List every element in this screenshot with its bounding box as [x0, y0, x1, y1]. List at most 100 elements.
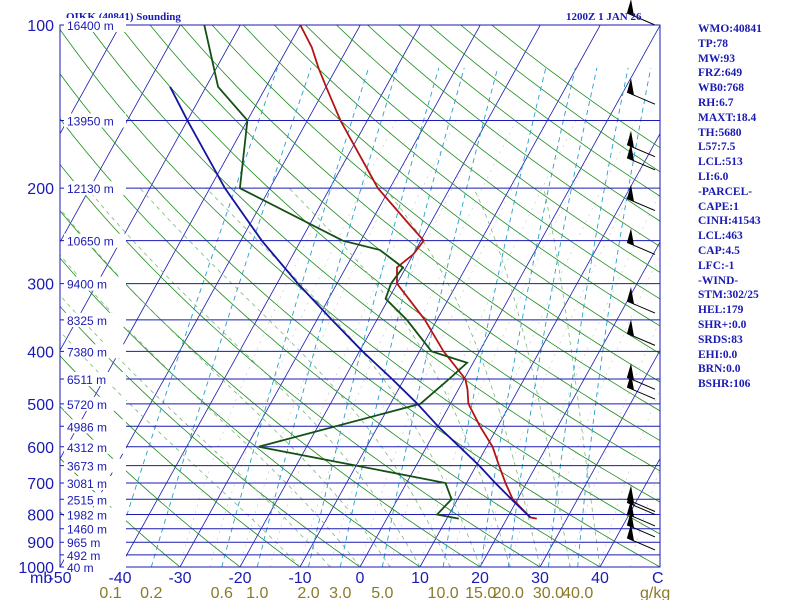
- mixing-ratio-line: [577, 67, 652, 567]
- height-label: 12130 m: [67, 182, 114, 196]
- height-label: 13950 m: [67, 114, 114, 128]
- height-label-bg: [64, 560, 126, 574]
- wind-barb-flag: [627, 499, 634, 517]
- wind-barb-flag: [627, 373, 634, 391]
- pressure-tick-label: 1000: [18, 560, 54, 577]
- height-label: 4312 m: [67, 441, 107, 455]
- mixing-ratio-unit: g/kg: [640, 585, 670, 600]
- height-label: 3673 m: [67, 460, 107, 474]
- mixing-ratio-line: [507, 67, 598, 567]
- wind-barb-flag: [627, 184, 634, 202]
- parcel-trace: [169, 86, 531, 519]
- height-label-bg: [64, 233, 126, 248]
- mixing-ratio-line: [339, 67, 465, 567]
- sounding-index-item: HEL:179: [698, 304, 744, 317]
- height-label-bg: [64, 18, 126, 32]
- temperature-tick-label: -20: [228, 570, 251, 587]
- sounding-index-item: TP:78: [698, 37, 729, 50]
- height-label-bg: [64, 521, 126, 536]
- height-labels: 16400 m 13950 m 12130 m 10650 m 9400 m 8325 m…: [64, 18, 126, 575]
- height-label: 4986 m: [67, 420, 107, 434]
- dry-adiabat-line: [87, 25, 660, 503]
- mixing-ratio-line: [221, 67, 370, 567]
- mixing-ratio-tick-label: 0.2: [140, 585, 162, 600]
- sounding-index-item: WMO:40841: [698, 23, 762, 35]
- height-label-bg: [64, 547, 126, 562]
- mixing-ratio-tick-label: 15.0: [465, 585, 496, 600]
- wind-barb-flag: [627, 0, 634, 16]
- guide-dash-line: [299, 120, 487, 567]
- temperature-tick-label: -30: [168, 570, 191, 587]
- height-label-bg: [64, 181, 126, 196]
- moist-adiabat-line: [288, 187, 511, 567]
- sounding-index-item: CAP:4.5: [698, 244, 740, 257]
- guide-dash-line: [509, 192, 660, 567]
- mixing-ratio-tick-label: 0.6: [211, 585, 233, 600]
- height-label: 1982 m: [67, 508, 107, 522]
- height-label-bg: [64, 458, 126, 473]
- pressure-tick-label: 800: [27, 507, 54, 524]
- pressure-tick-label: 500: [27, 397, 54, 414]
- height-label-bg: [64, 476, 126, 491]
- height-label: 1460 m: [67, 523, 107, 537]
- moist-adiabat-line: [206, 187, 481, 567]
- isotherm-line: [359, 25, 660, 567]
- mixing-ratio-line: [547, 67, 629, 567]
- temperature-labels: -50 -40 -30 -20 -10 0 10 20 30 40: [48, 570, 609, 587]
- mixing-ratio-tick-label: 3.0: [329, 585, 351, 600]
- wind-barb-flag: [627, 78, 634, 96]
- sounding-index-item: FRZ:649: [698, 67, 743, 80]
- height-label-bg: [64, 372, 126, 387]
- wind-barb-flag: [627, 130, 634, 148]
- pressure-tick-label: 400: [27, 344, 54, 361]
- temperature-tick-label: 20: [471, 570, 489, 587]
- mixing-ratio-tick-label: 1.0: [246, 585, 268, 600]
- mixing-ratio-tick-label: 2.0: [297, 585, 319, 600]
- mixing-ratio-tick-label: 40.0: [562, 585, 593, 600]
- height-label-bg: [64, 535, 126, 550]
- height-label: 9400 m: [67, 278, 107, 292]
- guide-dash-line: [209, 120, 397, 567]
- sounding-index-item: SRDS:83: [698, 333, 743, 346]
- wind-barb-flag: [627, 287, 634, 305]
- height-label: 492 m: [67, 549, 100, 563]
- height-label: 7380 m: [67, 345, 107, 359]
- sounding-index-item: LCL:513: [698, 156, 743, 169]
- temperature-tick-label: 30: [531, 570, 549, 587]
- temperature-tick-label: 0: [356, 570, 365, 587]
- height-label-bg: [64, 507, 126, 522]
- height-label: 5720 m: [67, 398, 107, 412]
- wind-barb-flag: [627, 488, 634, 506]
- wind-barb-flag: [627, 523, 634, 541]
- mixing-ratio-line: [381, 67, 499, 567]
- height-label: 6511 m: [67, 373, 106, 387]
- sounding-index-item: RH:6.7: [698, 96, 734, 109]
- sounding-index-item: -WIND-: [698, 274, 739, 287]
- mixing-ratio-tick-label: 5.0: [371, 585, 393, 600]
- dry-adiabat-line: [60, 28, 660, 535]
- temperature-unit: C: [652, 570, 664, 587]
- temperature-tick-label: -10: [288, 570, 311, 587]
- isotherm-line: [539, 349, 660, 567]
- temperature-tick-label: 40: [591, 570, 609, 587]
- isotherm-line: [299, 25, 601, 567]
- sounding-index-item: LI:6.0: [698, 170, 729, 183]
- plot-frame: [59, 24, 661, 568]
- isotherm-line: [419, 132, 660, 567]
- height-label-bg: [64, 113, 126, 128]
- height-label: 2515 m: [67, 493, 107, 507]
- height-label-bg: [64, 396, 126, 411]
- mixing-ratio-line: [308, 67, 440, 567]
- wind-barbs: [626, 0, 656, 551]
- pressure-labels: 100 200 300 400 500 600 700 800 900 1000: [18, 18, 54, 577]
- sounding-index-item: TH:5680: [698, 126, 742, 139]
- sounding-index-item: CAPE:1: [698, 200, 739, 213]
- pressure-tick-label: 300: [27, 277, 54, 294]
- mixing-ratio-tick-label: 20.0: [493, 585, 524, 600]
- sounding-index-item: STM:302/25: [698, 289, 759, 302]
- height-label: 965 m: [67, 536, 100, 550]
- pressure-tick-label: 100: [27, 18, 54, 35]
- sounding-index-item: LFC:-1: [698, 259, 735, 272]
- height-label: 40 m: [67, 561, 94, 575]
